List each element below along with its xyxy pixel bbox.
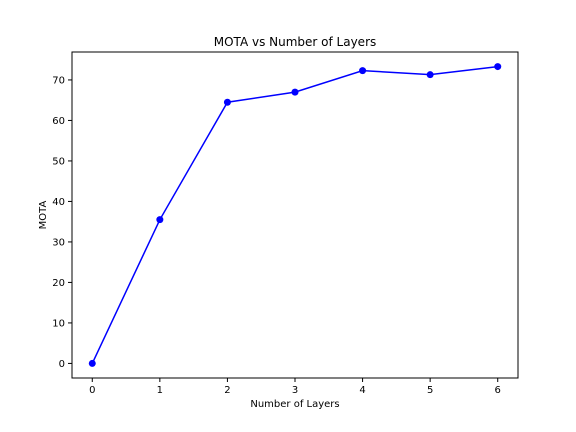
data-point (156, 216, 164, 224)
data-point (426, 71, 434, 79)
y-tick-label: 40 (52, 197, 65, 208)
y-tick-label: 70 (52, 75, 65, 86)
y-tick-label: 50 (52, 156, 65, 167)
y-tick-label: 60 (52, 116, 65, 127)
y-tick-label: 10 (52, 318, 65, 329)
x-axis-label: Number of Layers (250, 399, 339, 410)
x-tick-label: 1 (157, 385, 163, 396)
series-line (91, 65, 498, 364)
x-tick-label: 6 (495, 385, 501, 396)
data-point (291, 88, 299, 96)
y-tick-label: 0 (59, 359, 65, 370)
y-axis: 0 10 20 30 40 50 60 70 (52, 75, 72, 370)
x-tick-label: 0 (89, 385, 95, 396)
data-point (359, 67, 367, 75)
data-point (494, 63, 502, 71)
x-tick-label: 2 (224, 385, 230, 396)
x-tick-label: 4 (359, 385, 365, 396)
plot-area-frame (71, 51, 519, 379)
x-tick-label: 3 (292, 385, 298, 396)
series-layer (88, 63, 502, 367)
y-tick-label: 30 (52, 237, 65, 248)
x-axis: 0 1 2 3 4 5 6 (89, 378, 501, 396)
data-point (88, 359, 96, 367)
y-tick-label: 20 (52, 278, 65, 289)
chart-title: MOTA vs Number of Layers (214, 35, 377, 49)
data-point (223, 98, 231, 106)
x-tick-label: 5 (427, 385, 433, 396)
y-axis-label: MOTA (38, 201, 49, 230)
